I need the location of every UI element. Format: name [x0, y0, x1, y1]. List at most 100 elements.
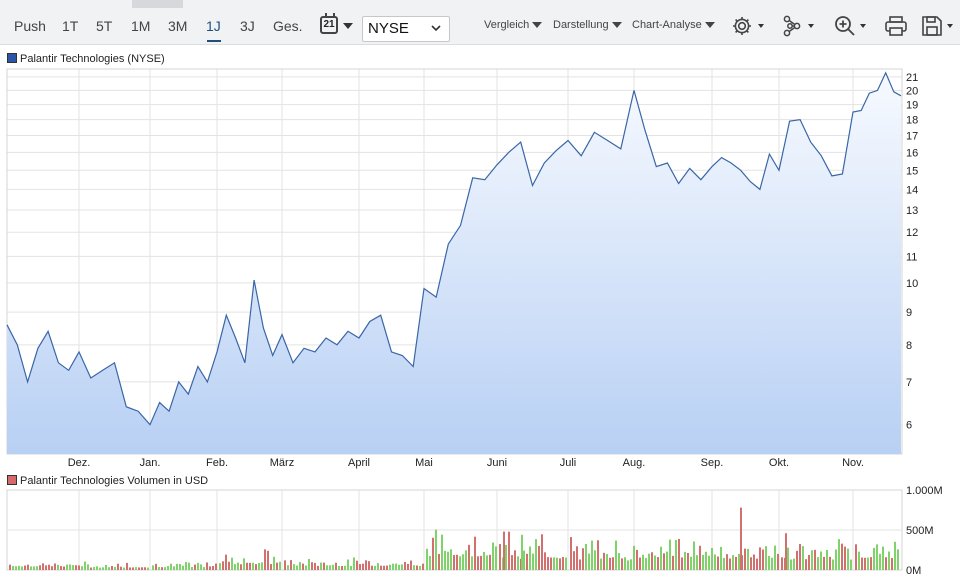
- volume-bar: [785, 533, 787, 570]
- volume-bar: [861, 557, 863, 570]
- menu-chart-analyse[interactable]: Chart-Analyse: [632, 19, 715, 31]
- volume-bar: [799, 544, 801, 570]
- exchange-select[interactable]: NYSE: [362, 16, 450, 42]
- zoom-in-icon[interactable]: [833, 14, 873, 38]
- volume-bar: [353, 557, 355, 570]
- range-1t[interactable]: 1T: [62, 18, 79, 34]
- volume-bar: [108, 567, 110, 570]
- volume-bar: [314, 562, 316, 570]
- volume-bar: [197, 562, 199, 570]
- volume-bar: [380, 565, 382, 570]
- volume-bar: [96, 566, 98, 570]
- range-3j[interactable]: 3J: [240, 18, 255, 34]
- volume-bar: [435, 529, 437, 570]
- volume-bar: [270, 564, 272, 570]
- menu-chart-analyse-label: Chart-Analyse: [632, 19, 702, 31]
- volume-bar: [48, 564, 50, 570]
- settings-icon[interactable]: [731, 14, 771, 38]
- volume-bar: [666, 551, 668, 570]
- volume-bar: [410, 560, 412, 570]
- calendar-caret-icon[interactable]: [343, 23, 353, 29]
- volume-bar: [612, 557, 614, 570]
- volume-bar: [111, 566, 113, 570]
- volume-bar: [844, 546, 846, 570]
- volume-bar: [66, 564, 68, 570]
- price-x-tick: Mai: [415, 457, 433, 469]
- volume-bar: [550, 557, 552, 570]
- volume-bar: [350, 565, 352, 570]
- volume-bar: [855, 544, 857, 570]
- volume-bar: [720, 546, 722, 570]
- share-network-icon[interactable]: [781, 14, 821, 38]
- volume-bar: [447, 551, 449, 570]
- price-x-tick: Aug.: [623, 457, 646, 469]
- volume-bar: [438, 554, 440, 570]
- price-x-tick: April: [348, 457, 370, 469]
- volume-bar: [279, 561, 281, 570]
- calendar-icon[interactable]: 21: [320, 16, 338, 34]
- price-x-tick: Feb.: [206, 457, 228, 469]
- volume-bar: [215, 563, 217, 570]
- volume-bar: [847, 548, 849, 570]
- volume-bar: [541, 534, 543, 570]
- volume-bar: [57, 564, 59, 570]
- volume-bar: [243, 558, 245, 570]
- volume-bar: [255, 564, 257, 570]
- volume-bar: [225, 554, 227, 570]
- save-icon[interactable]: [920, 14, 960, 38]
- range-push[interactable]: Push: [14, 18, 46, 34]
- volume-bar: [401, 564, 403, 570]
- volume-bar: [796, 550, 798, 570]
- price-y-tick: 10: [906, 278, 918, 290]
- volume-bar: [147, 567, 149, 570]
- volume-bar: [117, 563, 119, 570]
- volume-bar: [459, 556, 461, 570]
- menu-vergleich[interactable]: Vergleich: [484, 19, 543, 31]
- volume-bar: [526, 553, 528, 570]
- range-3m[interactable]: 3M: [168, 18, 188, 34]
- volume-bar: [302, 563, 304, 570]
- volume-bar: [576, 546, 578, 570]
- volume-bar: [426, 548, 428, 570]
- volume-bar: [606, 554, 608, 570]
- volume-bar: [838, 539, 840, 570]
- price-y-tick: 14: [906, 184, 918, 196]
- volume-bar: [841, 543, 843, 570]
- volume-bar: [879, 553, 881, 570]
- volume-bar: [389, 564, 391, 570]
- price-y-tick: 18: [906, 115, 918, 127]
- volume-bar: [627, 560, 629, 570]
- range-5t[interactable]: 5T: [96, 18, 113, 34]
- volume-bar: [93, 567, 95, 570]
- volume-bar: [600, 558, 602, 570]
- volume-bar: [69, 564, 71, 570]
- volume-bar: [687, 552, 689, 570]
- price-x-tick: Juni: [487, 457, 507, 469]
- volume-y-tick: 1.000M: [906, 486, 943, 497]
- menu-vergleich-label: Vergleich: [484, 19, 530, 31]
- volume-bar: [422, 563, 424, 570]
- print-icon[interactable]: [884, 14, 908, 38]
- volume-bar: [781, 557, 783, 570]
- range-1m[interactable]: 1M: [131, 18, 151, 34]
- price-y-tick: 21: [906, 72, 918, 84]
- price-x-tick: Nov.: [842, 457, 864, 469]
- volume-bar: [489, 554, 491, 570]
- volume-bar: [261, 562, 263, 570]
- volume-bar: [654, 555, 656, 570]
- volume-bar: [54, 563, 56, 570]
- price-x-tick: März: [270, 457, 294, 469]
- volume-bar: [356, 560, 358, 570]
- volume-bar: [36, 566, 38, 570]
- volume-bar: [296, 565, 298, 570]
- range-ges[interactable]: Ges.: [273, 18, 303, 34]
- range-1j[interactable]: 1J: [206, 18, 221, 34]
- volume-bar: [383, 565, 385, 570]
- volume-bar: [597, 540, 599, 570]
- chevron-down-icon: [431, 25, 441, 32]
- volume-bar: [161, 567, 163, 570]
- volume-bar: [120, 566, 122, 570]
- volume-bar: [823, 556, 825, 570]
- volume-bar: [359, 564, 361, 570]
- menu-darstellung[interactable]: Darstellung: [553, 19, 622, 31]
